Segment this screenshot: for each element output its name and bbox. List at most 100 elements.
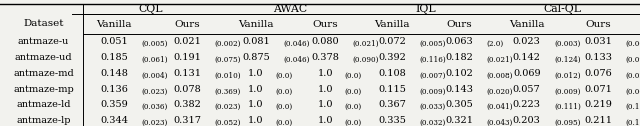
- Text: 0.382: 0.382: [173, 100, 201, 109]
- Text: 0.115: 0.115: [378, 85, 406, 94]
- Text: (0.004): (0.004): [141, 72, 168, 80]
- Text: 0.148: 0.148: [100, 69, 128, 78]
- Text: 0.072: 0.072: [378, 37, 406, 46]
- Text: (0.0): (0.0): [275, 72, 292, 80]
- Text: 0.063: 0.063: [445, 37, 474, 46]
- Text: (0.008): (0.008): [626, 87, 640, 95]
- Text: 0.182: 0.182: [445, 53, 474, 62]
- Text: (0.061): (0.061): [141, 56, 168, 64]
- Text: (0.023): (0.023): [141, 87, 168, 95]
- Text: (0.009): (0.009): [554, 87, 580, 95]
- Text: (0.003): (0.003): [554, 40, 580, 48]
- Text: 1.0: 1.0: [248, 116, 264, 125]
- Text: 0.359: 0.359: [100, 100, 128, 109]
- Text: 0.102: 0.102: [445, 69, 474, 78]
- Text: antmaze-ld: antmaze-ld: [16, 100, 71, 109]
- Text: 0.317: 0.317: [173, 116, 201, 125]
- Text: 0.071: 0.071: [584, 85, 612, 94]
- Text: 0.185: 0.185: [100, 53, 128, 62]
- Text: Vanilla: Vanilla: [374, 20, 410, 29]
- Text: 1.0: 1.0: [317, 100, 333, 109]
- Text: (0.020): (0.020): [486, 87, 513, 95]
- Text: 1.0: 1.0: [248, 100, 264, 109]
- Text: antmaze-lp: antmaze-lp: [16, 116, 71, 125]
- Text: AWAC: AWAC: [273, 4, 308, 14]
- Text: (0.036): (0.036): [141, 103, 168, 111]
- Text: 0.344: 0.344: [100, 116, 128, 125]
- Text: (0.0): (0.0): [344, 72, 361, 80]
- Text: (0.091): (0.091): [626, 56, 640, 64]
- Text: 0.078: 0.078: [173, 85, 201, 94]
- Text: 0.223: 0.223: [513, 100, 541, 109]
- Text: 0.335: 0.335: [378, 116, 406, 125]
- Text: 1.0: 1.0: [317, 116, 333, 125]
- Text: (0.075): (0.075): [214, 56, 241, 64]
- Text: antmaze-md: antmaze-md: [13, 69, 74, 78]
- Text: 1.0: 1.0: [248, 69, 264, 78]
- Text: Vanilla: Vanilla: [238, 20, 274, 29]
- Text: Vanilla: Vanilla: [509, 20, 545, 29]
- Text: antmaze-ud: antmaze-ud: [15, 53, 72, 62]
- Text: (0.0): (0.0): [344, 87, 361, 95]
- Text: (0.023): (0.023): [214, 103, 241, 111]
- Text: 0.305: 0.305: [445, 100, 474, 109]
- Text: 1.0: 1.0: [317, 69, 333, 78]
- Text: (0.033): (0.033): [420, 103, 446, 111]
- Text: 0.211: 0.211: [584, 116, 612, 125]
- Text: 0.069: 0.069: [513, 69, 541, 78]
- Text: (0.005): (0.005): [141, 40, 168, 48]
- Text: IQL: IQL: [415, 4, 436, 14]
- Text: (2.0): (2.0): [486, 40, 504, 48]
- Text: 0.031: 0.031: [584, 37, 612, 46]
- Text: 0.136: 0.136: [100, 85, 128, 94]
- Text: (0.041): (0.041): [486, 103, 513, 111]
- Text: 0.875: 0.875: [242, 53, 270, 62]
- Text: (0.009): (0.009): [420, 87, 446, 95]
- Text: Ours: Ours: [312, 20, 338, 29]
- Text: 0.057: 0.057: [513, 85, 541, 94]
- Text: (0.010): (0.010): [214, 72, 241, 80]
- Text: (0.023): (0.023): [141, 119, 168, 126]
- Text: 0.080: 0.080: [311, 37, 339, 46]
- Text: CQL: CQL: [138, 4, 163, 14]
- Text: 0.203: 0.203: [513, 116, 541, 125]
- Text: 0.051: 0.051: [100, 37, 128, 46]
- Text: 0.023: 0.023: [513, 37, 541, 46]
- Text: (0.002): (0.002): [626, 40, 640, 48]
- Text: (0.021): (0.021): [352, 40, 379, 48]
- Text: (0.095): (0.095): [554, 119, 580, 126]
- Text: Ours: Ours: [586, 20, 611, 29]
- Text: 0.143: 0.143: [445, 85, 474, 94]
- Text: (0.0): (0.0): [344, 119, 361, 126]
- Text: 0.219: 0.219: [584, 100, 612, 109]
- Text: 0.378: 0.378: [311, 53, 339, 62]
- Text: 0.021: 0.021: [173, 37, 201, 46]
- Text: (0.002): (0.002): [214, 40, 241, 48]
- Text: (0.025): (0.025): [626, 72, 640, 80]
- Text: (0.043): (0.043): [486, 119, 513, 126]
- Text: Dataset: Dataset: [23, 19, 64, 28]
- Text: (0.0): (0.0): [275, 119, 292, 126]
- Text: (0.124): (0.124): [554, 56, 580, 64]
- Text: (0.116): (0.116): [420, 56, 446, 64]
- Text: (0.157): (0.157): [626, 103, 640, 111]
- Text: (0.012): (0.012): [554, 72, 580, 80]
- Text: Ours: Ours: [174, 20, 200, 29]
- Text: (0.046): (0.046): [283, 40, 310, 48]
- Text: Vanilla: Vanilla: [96, 20, 132, 29]
- Text: antmaze-mp: antmaze-mp: [13, 85, 74, 94]
- Text: (0.111): (0.111): [554, 103, 580, 111]
- Text: (0.032): (0.032): [420, 119, 446, 126]
- Text: 0.081: 0.081: [242, 37, 270, 46]
- Text: (0.0): (0.0): [275, 103, 292, 111]
- Text: (0.046): (0.046): [283, 56, 310, 64]
- Text: 1.0: 1.0: [317, 85, 333, 94]
- Text: antmaze-u: antmaze-u: [18, 37, 69, 46]
- Text: 0.321: 0.321: [445, 116, 474, 125]
- Text: 0.142: 0.142: [513, 53, 541, 62]
- Text: 0.392: 0.392: [378, 53, 406, 62]
- Text: (0.005): (0.005): [420, 40, 446, 48]
- Text: Ours: Ours: [447, 20, 472, 29]
- Text: 0.367: 0.367: [378, 100, 406, 109]
- Text: (0.0): (0.0): [344, 103, 361, 111]
